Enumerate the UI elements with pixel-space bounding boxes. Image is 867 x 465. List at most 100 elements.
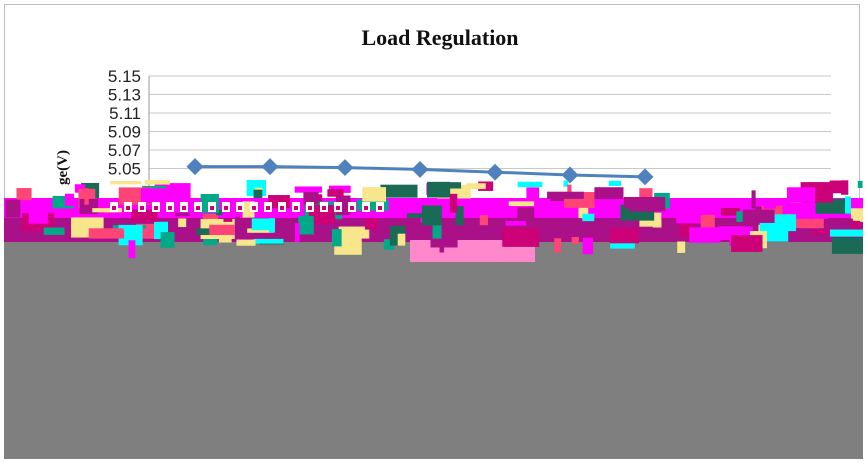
corrupt-block (397, 233, 406, 246)
corrupt-block (74, 184, 86, 193)
corrupt-block (742, 209, 775, 223)
data-point-marker (486, 163, 504, 181)
corrupt-block (340, 222, 370, 231)
corrupt-block (118, 224, 143, 246)
corrupt-block (608, 180, 622, 187)
corrupt-block (364, 206, 368, 210)
corrupt-block (110, 180, 142, 185)
corrupt-block (64, 193, 75, 206)
corrupt-block (327, 189, 344, 197)
data-point-marker (186, 158, 204, 176)
corrupt-block (209, 224, 235, 235)
y-tick-labels: 5.155.135.115.095.075.05 (108, 67, 141, 179)
corrupt-block (294, 186, 323, 193)
corrupt-block (731, 235, 763, 252)
corrupt-block (432, 219, 442, 239)
y-tick-label: 5.09 (108, 123, 141, 142)
data-point-marker (561, 166, 579, 184)
corrupt-block (502, 227, 540, 247)
corrupt-block (322, 206, 326, 210)
corrupt-block (554, 238, 562, 253)
corrupt-block (342, 231, 353, 241)
corrupt-block (786, 187, 816, 203)
y-tick-label: 5.15 (108, 67, 141, 86)
corrupt-block (812, 229, 831, 235)
corrupt-block (253, 189, 263, 199)
corrupt-block (582, 213, 595, 222)
corrupt-block (178, 218, 187, 228)
corrupt-block (175, 212, 190, 217)
corrupt-block (794, 207, 828, 219)
corrupt-block (238, 206, 242, 210)
corrupt-block (449, 193, 458, 213)
corrupt-block (154, 206, 158, 210)
corrupt-block (526, 187, 540, 199)
corrupt-block (571, 236, 579, 244)
corrupt-block (224, 206, 228, 210)
data-point-marker (336, 159, 354, 177)
corrupt-block (16, 188, 32, 201)
corrupt-block (112, 206, 116, 210)
corrupt-block (350, 206, 354, 210)
y-axis-label: ge(V) (55, 150, 71, 185)
corrupt-block (517, 207, 535, 220)
data-point-marker (411, 160, 429, 178)
corrupt-fill-region (4, 240, 863, 459)
corrupt-block (308, 205, 336, 224)
corrupt-block (763, 201, 776, 209)
corrupt-block (439, 241, 445, 253)
corrupt-block (140, 188, 173, 204)
corrupt-block (28, 210, 48, 224)
corrupt-block (508, 201, 535, 207)
corrupt-block (443, 182, 462, 189)
corrupt-block (840, 218, 853, 226)
corrupt-block (128, 240, 136, 259)
corrupt-block (131, 209, 158, 222)
corrupt-block (479, 215, 488, 226)
corrupt-block (247, 228, 274, 233)
data-point-marker (636, 168, 654, 186)
corrupt-block (84, 188, 89, 205)
corrupt-block (126, 206, 130, 210)
corrupt-block (610, 239, 635, 249)
corrupt-block (92, 208, 123, 213)
corrupt-block (9, 202, 34, 214)
y-tick-label: 5.13 (108, 86, 141, 105)
corrupt-block (202, 213, 219, 220)
corrupt-block (280, 206, 284, 210)
series-markers (186, 158, 654, 186)
corrupt-block (182, 206, 186, 210)
corrupt-block (378, 206, 382, 210)
corrupt-block (364, 218, 378, 230)
corrupt-block (331, 229, 342, 247)
corrupt-block (216, 209, 223, 216)
corrupt-block (235, 216, 240, 224)
corrupt-block (517, 181, 543, 188)
corrupt-block (676, 206, 705, 224)
corrupt-block (88, 228, 125, 239)
corrupt-block (455, 206, 464, 226)
corrupt-block (294, 206, 298, 210)
data-point-marker (261, 158, 279, 176)
corrupt-block (720, 207, 740, 216)
corrupt-block (266, 206, 270, 210)
corrupt-block (144, 180, 170, 185)
corrupt-block (223, 218, 233, 222)
corrupt-block (5, 199, 21, 218)
corrupt-block (298, 215, 314, 235)
corrupt-block (407, 213, 435, 218)
corrupt-block (210, 206, 214, 210)
y-tick-label: 5.07 (108, 141, 141, 160)
corrupt-block (850, 220, 861, 237)
corrupt-block (831, 237, 863, 254)
corrupt-block (253, 238, 284, 244)
y-tick-label: 5.05 (108, 160, 141, 179)
corrupt-block (751, 190, 756, 209)
corrupt-block (242, 201, 255, 218)
corrupt-block (567, 184, 572, 199)
corrupt-block (196, 206, 200, 210)
corrupt-block (689, 227, 721, 243)
corrupt-block (168, 206, 172, 210)
corrupt-block (421, 205, 442, 226)
